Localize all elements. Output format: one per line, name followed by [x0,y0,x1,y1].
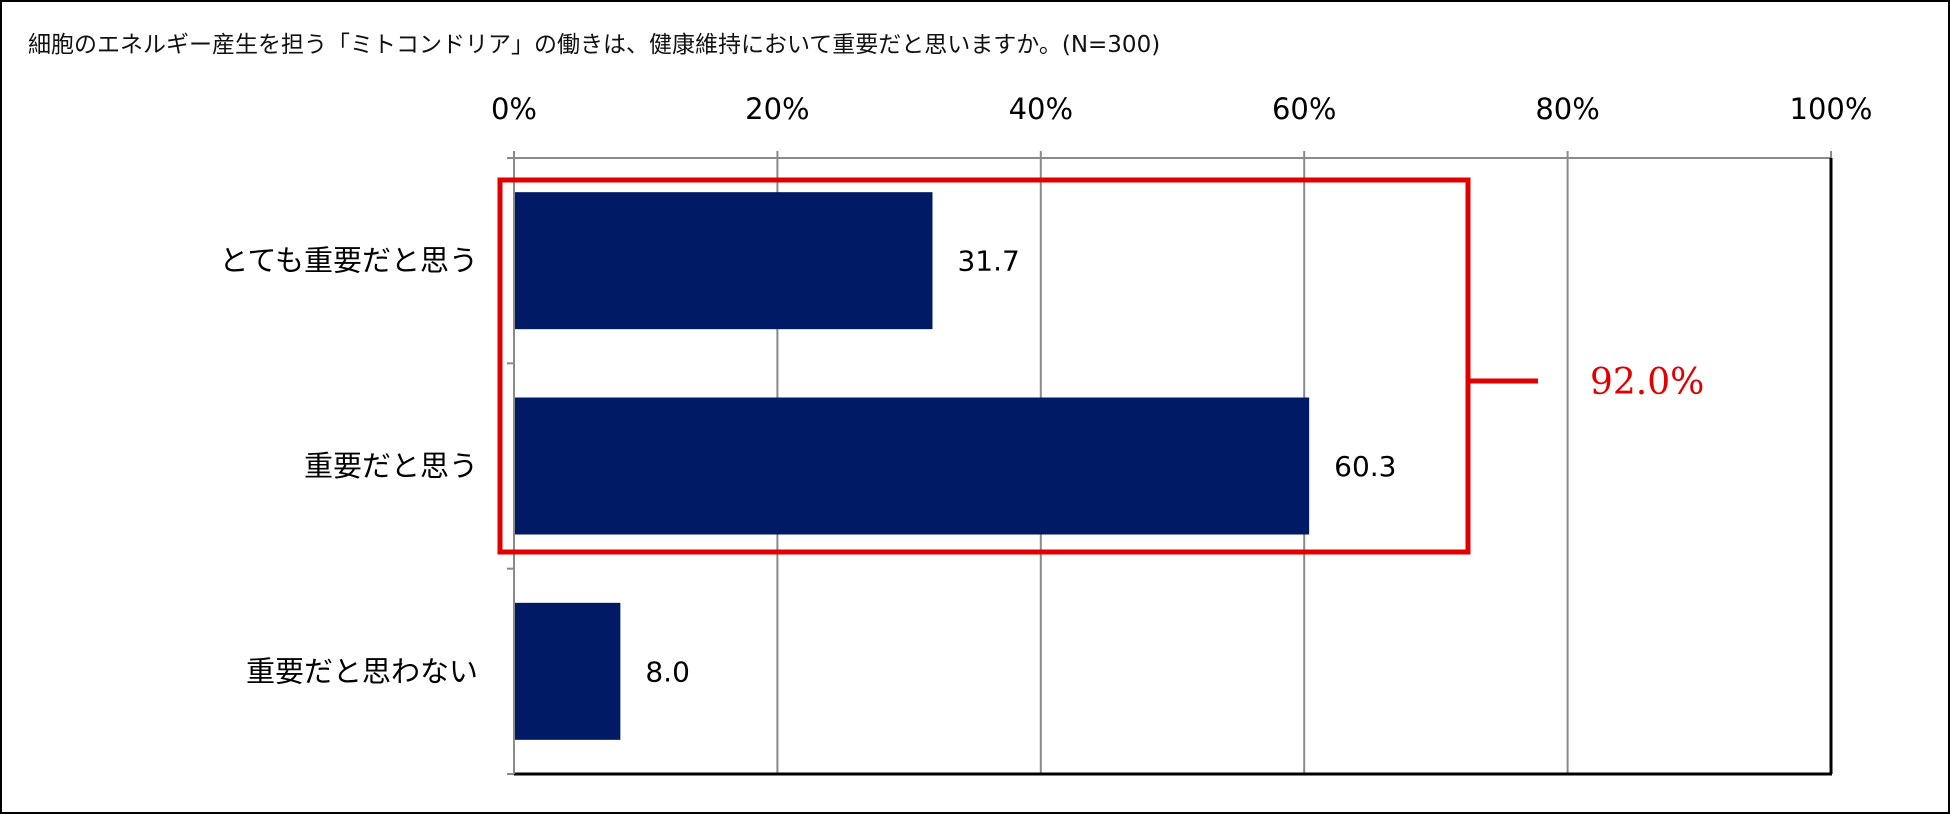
x-tick-label: 100% [1790,92,1873,126]
x-tick-label: 60% [1272,92,1336,126]
data-label: 60.3 [1334,450,1396,483]
bar [515,192,933,330]
bars [515,192,1310,740]
data-label: 8.0 [645,655,690,688]
annotation-label: 92.0% [1590,362,1704,403]
category-label: 重要だと思わない [246,654,478,688]
axes [507,151,1833,776]
x-tick-label: 80% [1535,92,1599,126]
chart-title: 細胞のエネルギー産生を担う「ミトコンドリア」の働きは、健康維持において重要だと思… [28,32,1160,58]
bar [515,397,1310,535]
x-tick-label: 40% [1009,92,1073,126]
category-label: とても重要だと思う [219,244,478,278]
x-tick-label: 0% [491,92,537,126]
annotation-bracket-box [497,177,1471,555]
bar [515,602,621,740]
x-tick-label: 20% [745,92,809,126]
labels: 0% 20% 40% 60% 80% 100% 31.7 とても重要だと思う 60.3 重要だと思… [219,92,1872,688]
annotation: 92.0% [497,177,1704,555]
category-label: 重要だと思う [304,449,478,483]
data-label: 31.7 [957,245,1019,278]
